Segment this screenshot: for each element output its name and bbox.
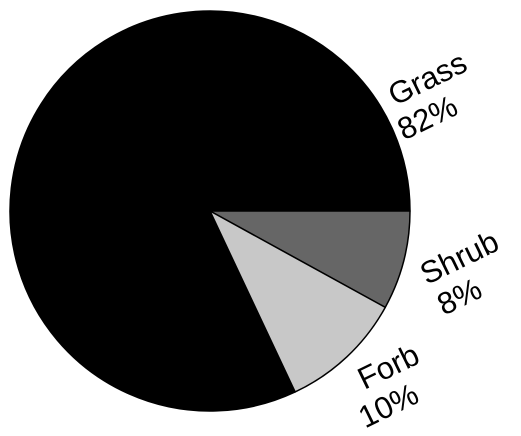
pie-slice-shrub — [209, 210, 411, 309]
pie-slices — [9, 10, 411, 412]
pie-slice-forb — [209, 210, 387, 393]
